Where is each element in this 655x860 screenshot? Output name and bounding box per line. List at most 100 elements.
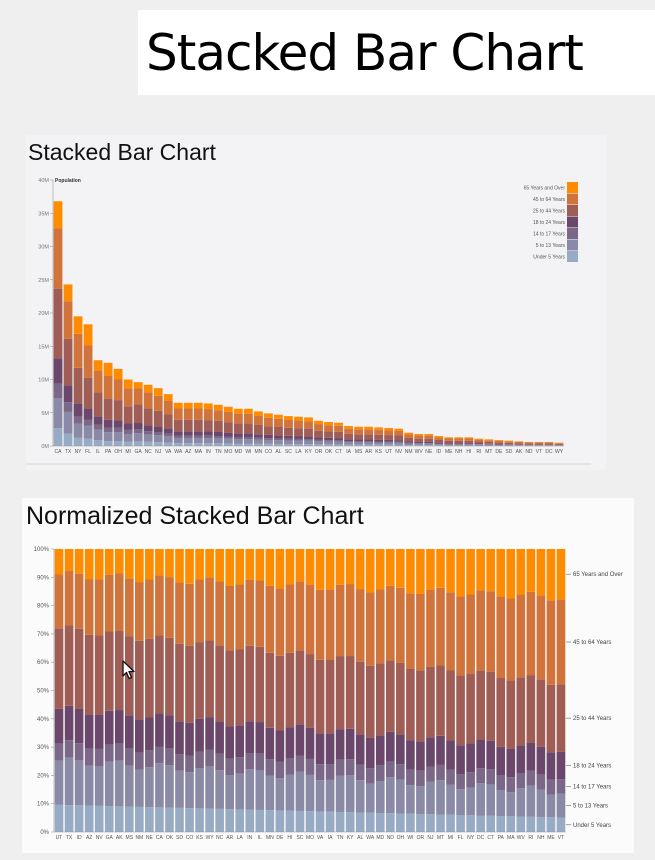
bar-segment <box>396 779 405 814</box>
bar-segment <box>375 780 385 813</box>
bar-segment <box>255 769 265 810</box>
bar-segment <box>424 434 434 436</box>
bar-segment <box>365 768 375 784</box>
bar-segment <box>205 549 214 578</box>
bar-segment <box>454 437 464 439</box>
bar-segment <box>104 631 114 711</box>
bar-segment <box>205 808 214 832</box>
bar-segment <box>484 444 494 446</box>
bar-segment <box>385 777 395 814</box>
bar-segment <box>74 760 84 806</box>
y-tick-label: 40M <box>38 178 49 184</box>
bar-segment <box>74 628 84 709</box>
bar-segment <box>424 443 434 446</box>
bar-segment <box>165 765 174 808</box>
bar-segment <box>305 654 315 728</box>
bar-segment <box>325 811 335 832</box>
x-tick-label: NH <box>537 835 545 841</box>
bar-segment <box>114 743 124 761</box>
bar-segment <box>526 591 536 676</box>
bar-segment <box>203 431 213 436</box>
y-tick-label: 80% <box>37 604 50 610</box>
bar-segment <box>173 431 183 436</box>
bar-segment <box>404 437 414 442</box>
bar-segment <box>203 435 213 439</box>
bar-segment <box>526 785 536 817</box>
bar-segment <box>213 420 223 432</box>
bar-segment <box>53 288 63 359</box>
bar-segment <box>426 549 435 590</box>
bar-segment <box>355 589 365 662</box>
bar-segment <box>494 442 504 444</box>
bar-segment <box>456 745 465 775</box>
bar-segment <box>275 588 285 656</box>
x-tick-label: GA <box>106 835 114 841</box>
bar-segment <box>334 425 343 432</box>
bar-segment <box>63 284 73 302</box>
bar-segment <box>215 808 224 832</box>
x-tick-label: TN <box>215 449 222 455</box>
bar-segment <box>384 441 394 443</box>
bar-segment <box>496 678 506 747</box>
bar-segment <box>155 713 164 747</box>
bar-segment <box>84 549 94 580</box>
bar-segment <box>434 436 444 438</box>
x-tick-label: IA <box>328 835 333 841</box>
bar-segment <box>355 734 365 765</box>
bar-segment <box>314 439 323 442</box>
bar-segment <box>374 427 384 430</box>
series-label: 65 Years and Over <box>573 572 623 578</box>
slide-title: Stacked Bar Chart <box>138 10 655 95</box>
bar-segment <box>215 645 224 722</box>
bar-segment <box>396 549 405 588</box>
bar-segment <box>54 628 64 709</box>
bar-segment <box>384 439 394 442</box>
bar-segment <box>123 379 133 389</box>
bar-segment <box>255 753 265 770</box>
bar-segment <box>243 413 253 424</box>
bar-segment <box>193 402 203 409</box>
bar-segment <box>355 661 365 735</box>
x-tick-label: CT <box>335 449 342 455</box>
bar-segment <box>546 600 556 685</box>
bar-segment <box>526 816 536 832</box>
bar-segment <box>175 807 184 832</box>
bar-segment <box>173 443 183 446</box>
bar-segment <box>374 441 384 443</box>
bar-segment <box>245 769 255 810</box>
bar-segment <box>173 402 183 409</box>
bar-segment <box>135 806 144 832</box>
bar-segment <box>124 578 134 637</box>
bar-segment <box>155 575 164 636</box>
bar-segment <box>274 443 283 446</box>
bar-segment <box>274 440 283 444</box>
x-tick-label: HI <box>466 449 471 455</box>
x-tick-label: MN <box>266 835 274 841</box>
bar-segment <box>175 754 184 771</box>
bar-segment <box>264 438 273 440</box>
y-tick-label: 50% <box>37 689 50 695</box>
y-axis-label: Population <box>55 178 81 184</box>
bar-segment <box>255 646 265 723</box>
bar-segment <box>315 780 325 812</box>
bar-segment <box>436 587 445 666</box>
bar-segment <box>345 549 355 585</box>
bar-segment <box>235 649 245 726</box>
x-tick-label: KS <box>196 835 203 841</box>
x-tick-label: NV <box>96 835 104 841</box>
bar-segment <box>324 440 333 442</box>
bar-segment <box>265 585 275 653</box>
bar-segment <box>223 438 233 444</box>
bar-segment <box>54 549 64 575</box>
bar-segment <box>205 640 214 718</box>
bar-segment <box>446 784 455 815</box>
bar-segment <box>213 436 223 439</box>
bar-segment <box>295 549 305 582</box>
bar-segment <box>73 333 83 368</box>
bar-segment <box>446 670 455 741</box>
bar-segment <box>466 549 475 595</box>
x-tick-label: MT <box>485 449 492 455</box>
x-tick-label: LA <box>237 835 244 841</box>
bar-segment <box>285 758 295 775</box>
bar-segment <box>364 444 374 446</box>
